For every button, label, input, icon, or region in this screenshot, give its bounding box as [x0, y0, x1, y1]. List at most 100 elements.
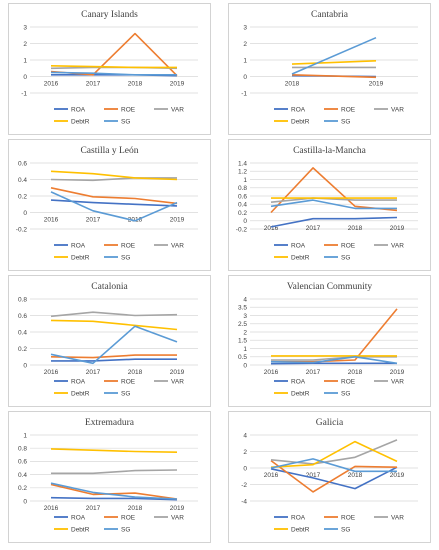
y-tick-label: 2: [243, 41, 247, 48]
chart-svg: Canary Islands -1 0 1 2 3 2016 2017 2018 2019 ROA R…: [8, 3, 211, 135]
series-line-debtr: [50, 170, 178, 181]
y-tick-label: 1: [243, 177, 247, 184]
y-tick-label: 2: [23, 41, 27, 48]
series-line-roa: [270, 216, 398, 228]
legend-label: DebtR: [71, 254, 90, 261]
legend-label: ROE: [121, 106, 136, 113]
series-line-sg: [270, 356, 398, 365]
chart-panel-castilla-la-mancha: Castilla-la-Mancha -0.2 0 0.2 0.4 0.6 0.8 1 1.2 1…: [228, 139, 431, 271]
y-tick-label: 1.5: [238, 338, 247, 345]
y-tick-label: 3.5: [238, 305, 247, 312]
series-line-roa: [50, 496, 178, 501]
series-line-var: [270, 197, 397, 203]
chart-svg: Castilla-la-Mancha -0.200.20.4 0.60.811.2 1…: [228, 139, 431, 271]
legend-label: ROE: [341, 106, 356, 113]
series-line-var: [51, 469, 178, 475]
legend-label: VAR: [391, 106, 404, 113]
panel-border: [228, 411, 431, 543]
series-line-roa: [51, 358, 177, 362]
legend-label: ROA: [71, 514, 86, 521]
y-tick-label: 0.2: [18, 485, 27, 492]
chart-title: Catalonia: [91, 282, 128, 292]
panel-border: [8, 139, 211, 271]
y-tick-label: 0: [23, 210, 27, 217]
chart-svg: Extremadura 0 0.2 0.4 0.6 0.8 1 2016 2017 2018 201…: [8, 411, 211, 543]
legend-label: VAR: [171, 106, 184, 113]
chart-panel-castilla-y-le-n: Castilla y León -0.2 0 0.2 0.4 0.6 2016 2017 201…: [8, 139, 211, 271]
x-tick-label: 2019: [390, 472, 405, 479]
panel-border: [228, 3, 431, 135]
legend-label: SG: [341, 118, 350, 125]
chart-title: Canary Islands: [81, 10, 138, 20]
x-tick-label: 2018: [348, 225, 363, 232]
y-tick-label: 0.6: [18, 160, 27, 167]
chart-title: Extremadura: [85, 418, 135, 428]
y-tick-label: 0: [23, 74, 27, 81]
chart-svg: Cantabria -1 0 1 2 3 2018 2019 ROA ROE VAR DebtR SG: [228, 3, 431, 135]
chart-panel-extremadura: Extremadura 0 0.2 0.4 0.6 0.8 1 2016 2017 2018 201…: [8, 411, 211, 543]
legend-label: VAR: [171, 514, 184, 521]
panel-border: [228, 139, 431, 271]
y-tick-label: 1: [23, 432, 27, 439]
y-tick-label: 1: [23, 57, 27, 64]
panel-border: [8, 3, 211, 135]
chart-title: Valencian Community: [287, 282, 372, 292]
legend-label: ROE: [341, 514, 356, 521]
chart-panel-canary-islands: Canary Islands -1 0 1 2 3 2016 2017 2018 2019 ROA R…: [8, 3, 211, 135]
x-tick-label: 2018: [128, 369, 143, 376]
legend-label: DebtR: [291, 254, 310, 261]
x-tick-label: 2016: [44, 369, 59, 376]
x-tick-label: 2018: [348, 472, 363, 479]
legend-label: VAR: [391, 514, 404, 521]
y-tick-label: 0.6: [18, 459, 27, 466]
chart-panel-cantabria: Cantabria -1 0 1 2 3 2018 2019 ROA ROE VAR DebtR SG: [228, 3, 431, 135]
series-line-roe: [50, 354, 177, 359]
chart-panel-galicia: Galicia -4 -2 0 2 4 2016 2017 2018 2019 ROA ROE VAR D…: [228, 411, 431, 543]
y-tick-label: 2: [243, 449, 247, 456]
legend-label: DebtR: [71, 526, 90, 533]
legend-label: ROA: [291, 514, 306, 521]
legend-label: ROE: [341, 242, 356, 249]
chart-title: Castilla-la-Mancha: [293, 146, 367, 156]
y-tick-label: 0.4: [18, 472, 27, 479]
legend-label: SG: [121, 118, 130, 125]
legend-label: ROE: [121, 514, 136, 521]
legend-label: SG: [121, 390, 130, 397]
legend-label: VAR: [391, 242, 404, 249]
series-line-sg: [270, 458, 397, 473]
panel-border: [8, 275, 211, 407]
y-tick-label: -1: [241, 90, 247, 97]
x-tick-label: 2017: [306, 472, 321, 479]
x-tick-label: 2017: [86, 217, 101, 224]
legend-label: ROA: [71, 378, 86, 385]
y-tick-label: 1.4: [238, 160, 247, 167]
chart-title: Galicia: [316, 418, 344, 428]
series-line-sg: [270, 199, 397, 210]
legend-label: DebtR: [71, 390, 90, 397]
x-tick-label: 2019: [369, 81, 384, 88]
series-line-sg: [50, 71, 177, 76]
series-line-roe: [50, 483, 178, 500]
series-line-var: [50, 311, 178, 318]
chart-panel-valencian-community: Valencian Community 0 0.5 1 1.5 2 2.5 3 3.5 4 2016…: [228, 275, 431, 407]
legend-label: DebtR: [71, 118, 90, 125]
legend-label: VAR: [391, 378, 404, 385]
legend-label: VAR: [171, 242, 184, 249]
y-tick-label: -2: [241, 482, 247, 489]
series-line-var: [270, 439, 398, 465]
y-tick-label: 0.4: [18, 329, 27, 336]
y-tick-label: 0.8: [18, 296, 27, 303]
x-tick-label: 2016: [44, 505, 59, 512]
legend-label: SG: [341, 390, 350, 397]
chart-title: Cantabria: [311, 10, 349, 20]
legend-label: SG: [121, 526, 130, 533]
series-line-sg: [50, 191, 178, 222]
legend-label: ROE: [121, 242, 136, 249]
y-tick-label: 0.8: [238, 185, 247, 192]
y-tick-label: 1.2: [238, 169, 247, 176]
x-tick-label: 2019: [170, 81, 185, 88]
legend-label: ROA: [291, 242, 306, 249]
y-tick-label: 0: [23, 362, 27, 369]
series-line-debtr: [50, 65, 177, 69]
series-line-roe: [291, 74, 377, 79]
